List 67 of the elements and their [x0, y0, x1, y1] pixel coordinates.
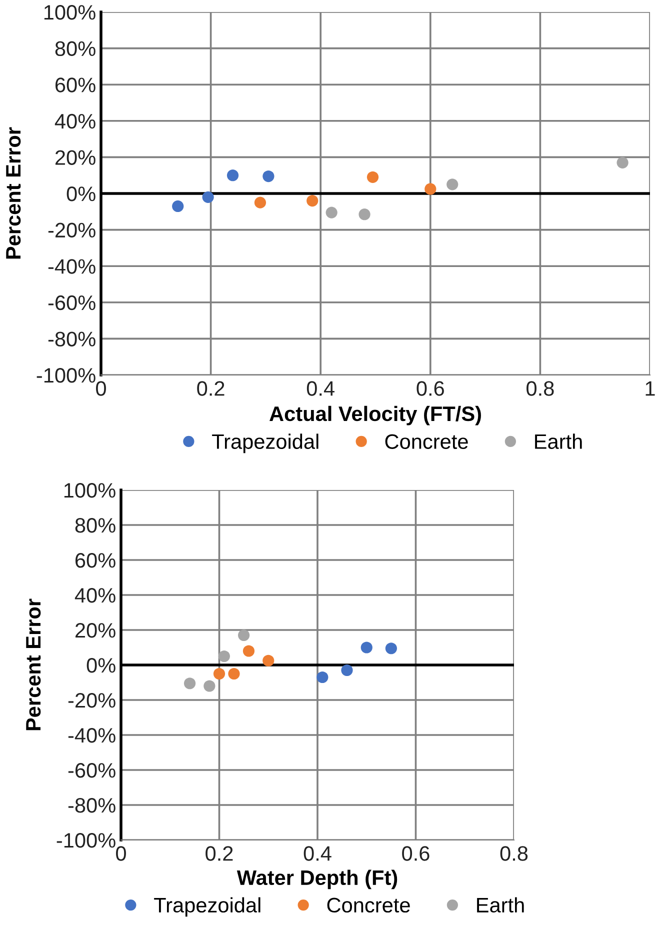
x-tick-label: 0 — [116, 846, 126, 861]
y-tick-label: -40% — [48, 259, 96, 274]
point — [316, 671, 328, 684]
x-tick-label: 0.6 — [416, 381, 444, 396]
y-tick-label: 40% — [54, 114, 96, 129]
point — [341, 664, 353, 676]
point — [202, 191, 214, 203]
x-tick-label: 0.2 — [197, 381, 224, 396]
x-tick-label: 0.8 — [526, 381, 554, 396]
point — [326, 206, 338, 218]
y-tick-label: 0% — [66, 186, 96, 202]
x-axis-title: Water Depth (Ft) — [236, 870, 398, 890]
point — [184, 678, 196, 690]
point — [242, 645, 255, 657]
y-axis-title: Percent Error — [6, 127, 21, 259]
y-tick-label: 20% — [55, 150, 96, 165]
point — [358, 208, 370, 220]
point — [254, 196, 266, 208]
y-tick-label: 80% — [75, 518, 116, 533]
y-tick-label: -80% — [68, 798, 116, 813]
y-tick-label: 60% — [56, 78, 96, 92]
point — [172, 200, 184, 212]
x-tick-label: 0.6 — [402, 846, 430, 861]
y-axis-title: Percent Error — [26, 598, 41, 730]
y-tick-label: 100% — [44, 5, 96, 20]
point — [424, 183, 436, 195]
y-tick-label: -100% — [36, 368, 96, 383]
y-tick-label: 80% — [55, 41, 96, 56]
point — [218, 650, 230, 662]
legend-label: Concrete — [385, 434, 468, 449]
legend-label: Trapezoidal — [212, 434, 318, 454]
x-tick-label: 0.8 — [500, 846, 528, 861]
y-tick-label: -60% — [48, 295, 96, 310]
legend-label: Earth — [535, 434, 582, 449]
y-tick-label: -100% — [56, 833, 116, 848]
y-tick-label: -20% — [48, 222, 96, 238]
y-tick-label: 40% — [74, 588, 116, 603]
point — [385, 642, 397, 654]
point — [262, 654, 274, 666]
x-axis-title: Actual Velocity (FT/S) — [270, 406, 481, 426]
x-tick-label: 0 — [96, 381, 106, 396]
legend-label: Trapezoidal — [154, 897, 260, 917]
x-tick-label: 1 — [646, 381, 655, 396]
legend-label: Earth — [477, 897, 524, 913]
x-tick-label: 0.4 — [306, 381, 334, 396]
point — [226, 170, 239, 182]
x-tick-label: 0.2 — [206, 846, 233, 861]
point — [213, 668, 226, 680]
y-tick-label: -60% — [68, 763, 116, 778]
point — [360, 642, 372, 654]
point — [228, 668, 240, 680]
point — [446, 178, 458, 190]
point — [262, 170, 274, 182]
point — [204, 680, 216, 692]
y-tick-label: 60% — [76, 553, 116, 568]
point — [616, 156, 628, 168]
point — [306, 194, 318, 207]
legend-label: Concrete — [327, 898, 410, 913]
y-tick-label: 20% — [75, 623, 116, 638]
y-tick-label: 0% — [86, 658, 116, 673]
point — [238, 629, 250, 642]
y-tick-label: -20% — [68, 693, 116, 708]
point — [366, 171, 379, 183]
y-tick-label: 100% — [64, 483, 116, 498]
x-tick-label: 0.4 — [304, 846, 332, 861]
y-tick-label: -80% — [48, 332, 96, 346]
y-tick-label: -40% — [68, 728, 116, 743]
